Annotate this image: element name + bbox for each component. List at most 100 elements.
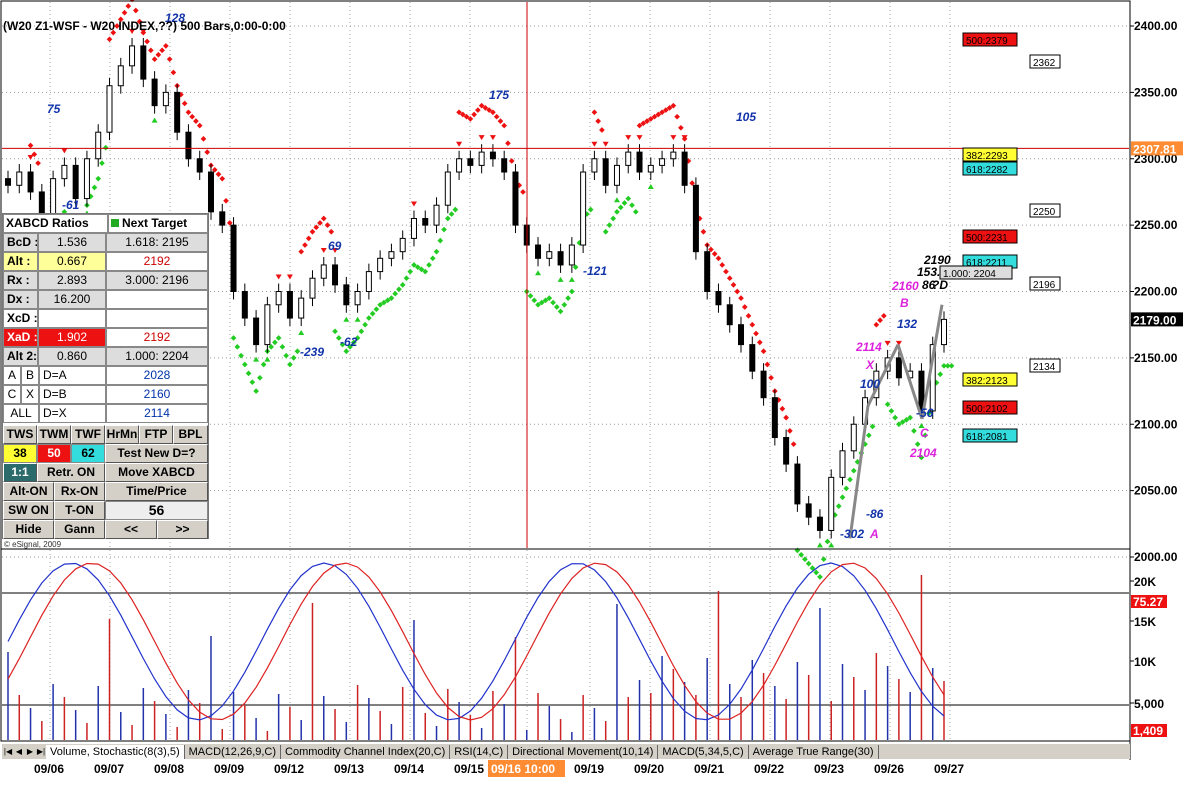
- ma-dot: [475, 107, 481, 113]
- twm-button[interactable]: TWM: [37, 425, 71, 444]
- chart-title: (W20 Z1-WSF - W20 INDEX,??) 500 Bars,0:0…: [3, 19, 286, 33]
- tab-directional-movement[interactable]: Directional Movement(10,14): [508, 744, 659, 759]
- ma-dot: [678, 124, 684, 131]
- ftp-button[interactable]: FTP: [139, 425, 173, 444]
- fractal-down-arrow: [591, 141, 598, 147]
- candle-body: [95, 131, 102, 160]
- fractal-down-arrow: [410, 201, 417, 207]
- stoch-value-box: [1131, 595, 1167, 608]
- ma-dot: [193, 118, 199, 124]
- candle-body: [501, 158, 508, 173]
- pair-val-dx: 2114: [106, 404, 208, 423]
- date-label-cursor: 09/16 10:00: [491, 762, 555, 776]
- ma-dot: [433, 248, 440, 255]
- ma-dot: [625, 195, 632, 202]
- swing-label: 128: [165, 11, 185, 25]
- fib-level-box: [962, 428, 1018, 443]
- last-tab-icon[interactable]: ▶|: [36, 746, 46, 756]
- twf-button[interactable]: TWF: [71, 425, 105, 444]
- tab-cci[interactable]: Commodity Channel Index(20,C): [281, 744, 451, 759]
- ma-dot: [505, 140, 511, 147]
- ratio-target: [106, 309, 208, 328]
- ma-dot: [557, 308, 564, 315]
- volume-value-label: 1,409: [1133, 724, 1163, 738]
- ma-dot: [847, 476, 853, 483]
- fractal-up-arrow: [151, 117, 158, 123]
- ma-dot: [937, 371, 944, 378]
- prev-button[interactable]: <<: [105, 520, 157, 539]
- fib-level-box: [1029, 54, 1061, 69]
- candle-body: [343, 284, 350, 306]
- candle-body: [850, 423, 857, 452]
- t-on-button[interactable]: T-ON: [54, 501, 105, 520]
- first-tab-icon[interactable]: |◀: [3, 746, 13, 756]
- ma-dot: [595, 118, 601, 124]
- next-button[interactable]: >>: [157, 520, 208, 539]
- ma-dot: [711, 251, 718, 257]
- bpl-button[interactable]: BPL: [173, 425, 208, 444]
- swing-label: C: [920, 426, 929, 440]
- ma-dot: [655, 111, 662, 118]
- date-label: 09/12: [274, 762, 304, 776]
- ma-dot: [136, 18, 143, 25]
- swing-label: 2114: [855, 340, 882, 354]
- volume-tick-label: 20K: [1134, 575, 1156, 589]
- pair-x[interactable]: X: [21, 385, 39, 404]
- hide-button[interactable]: Hide: [3, 520, 54, 539]
- date-label: 09/20: [634, 762, 664, 776]
- tf-value-50[interactable]: 50: [37, 444, 71, 463]
- fib-level-label: 1.000: 2204: [943, 269, 996, 280]
- time-price-button[interactable]: Time/Price: [105, 482, 208, 501]
- ma-dot: [663, 107, 669, 113]
- tab-volume-stochastic[interactable]: Volume, Stochastic(8(3),5): [46, 744, 185, 759]
- candle-body: [61, 164, 68, 180]
- tab-macd-5-34[interactable]: MACD(5,34,5,C): [658, 744, 749, 759]
- ratio-button[interactable]: 1:1: [3, 463, 37, 482]
- pair-c[interactable]: C: [3, 385, 21, 404]
- tab-macd-12-26[interactable]: MACD(12,26,9,C): [185, 744, 282, 759]
- date-label: 09/15: [454, 762, 484, 776]
- tf-value-38[interactable]: 38: [3, 444, 37, 463]
- candle-body: [771, 397, 778, 439]
- candle-body: [377, 257, 384, 273]
- sw-on-button[interactable]: SW ON: [3, 501, 54, 520]
- ma-dot: [756, 339, 763, 346]
- tws-button[interactable]: TWS: [3, 425, 37, 444]
- test-new-d-button[interactable]: Test New D=?: [105, 444, 208, 463]
- candle-body: [749, 344, 756, 372]
- gann-button[interactable]: Gann: [54, 520, 105, 539]
- candle-body: [692, 184, 699, 253]
- prev-tab-icon[interactable]: ◀: [15, 746, 23, 756]
- candle-body: [918, 370, 925, 412]
- candle-body: [422, 217, 429, 226]
- ma-dot: [809, 565, 816, 571]
- move-xabcd-button[interactable]: Move XABCD: [105, 463, 208, 482]
- rx-on-button[interactable]: Rx-ON: [54, 482, 105, 501]
- tab-rsi[interactable]: RSI(14,C): [450, 744, 509, 759]
- pair-all[interactable]: ALL: [3, 404, 39, 423]
- fractal-down-arrow: [489, 135, 496, 141]
- ma-dot: [305, 235, 312, 242]
- pair-b[interactable]: B: [21, 366, 39, 385]
- fractal-down-arrow: [625, 135, 632, 141]
- ma-dot: [275, 335, 282, 341]
- ma-dot: [373, 306, 380, 313]
- ma-dot: [640, 120, 647, 127]
- current-price-box: [1131, 141, 1183, 156]
- ma-dot: [787, 428, 793, 434]
- tf-value-62[interactable]: 62: [71, 444, 105, 463]
- fractal-up-arrow: [354, 316, 361, 322]
- next-tab-icon[interactable]: ▶: [26, 746, 34, 756]
- ma-dot: [734, 288, 741, 295]
- alt-on-button[interactable]: Alt-ON: [3, 482, 54, 501]
- ma-dot: [843, 485, 850, 492]
- ma-dot: [629, 202, 635, 209]
- retr-on-button[interactable]: Retr. ON: [37, 463, 105, 482]
- tab-atr[interactable]: Average True Range(30): [749, 744, 879, 759]
- pair-a[interactable]: A: [3, 366, 21, 385]
- panel-header-target: Next Target: [108, 214, 208, 233]
- fractal-down-arrow: [332, 247, 339, 253]
- ma-dot: [779, 405, 786, 412]
- ma-dot: [91, 184, 98, 191]
- hrmn-button[interactable]: HrMn: [105, 425, 139, 444]
